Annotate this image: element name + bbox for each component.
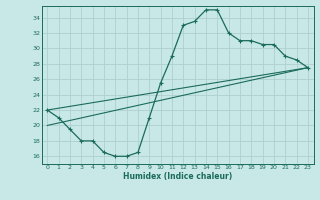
X-axis label: Humidex (Indice chaleur): Humidex (Indice chaleur) (123, 172, 232, 181)
